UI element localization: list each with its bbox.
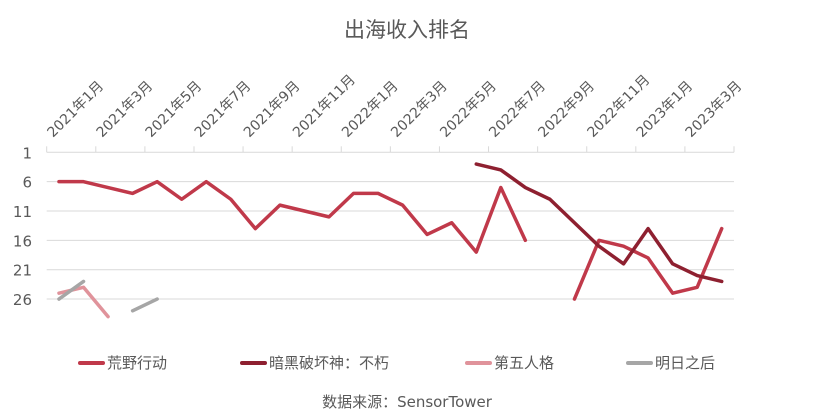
legend-item-3[interactable]: 明日之后: [626, 352, 715, 373]
chart-title: 出海收入排名: [344, 18, 470, 42]
y-tick-label: 11: [13, 203, 32, 221]
legend-swatch-3: [626, 360, 653, 365]
legend-label-2: 第五人格: [494, 354, 555, 372]
series-line-0: [572, 226, 724, 301]
legend-swatch-1: [240, 360, 267, 365]
legend-label-1: 暗黑破坏神：不朽: [269, 354, 390, 372]
legend-item-1[interactable]: 暗黑破坏神：不朽: [240, 352, 389, 373]
legend-item-2[interactable]: 第五人格: [465, 352, 554, 373]
series-line-0: [57, 179, 528, 254]
y-tick-label: 16: [13, 232, 32, 250]
data-source: 数据来源：SensorTower: [322, 393, 492, 411]
legend-label-0: 荒野行动: [107, 354, 168, 372]
legend-swatch-0: [78, 360, 105, 365]
series-line-3: [130, 297, 159, 313]
legend-item-0[interactable]: 荒野行动: [78, 352, 167, 373]
y-tick-label: 1: [22, 144, 32, 162]
legend: 荒野行动 暗黑破坏神：不朽 第五人格 明日之后: [0, 352, 814, 376]
series-line-3: [57, 279, 86, 301]
y-tick-label: 26: [13, 291, 32, 309]
legend-swatch-2: [465, 360, 492, 365]
y-tick-label: 6: [22, 174, 32, 192]
y-tick-label: 21: [13, 262, 32, 280]
legend-label-3: 明日之后: [655, 354, 716, 372]
